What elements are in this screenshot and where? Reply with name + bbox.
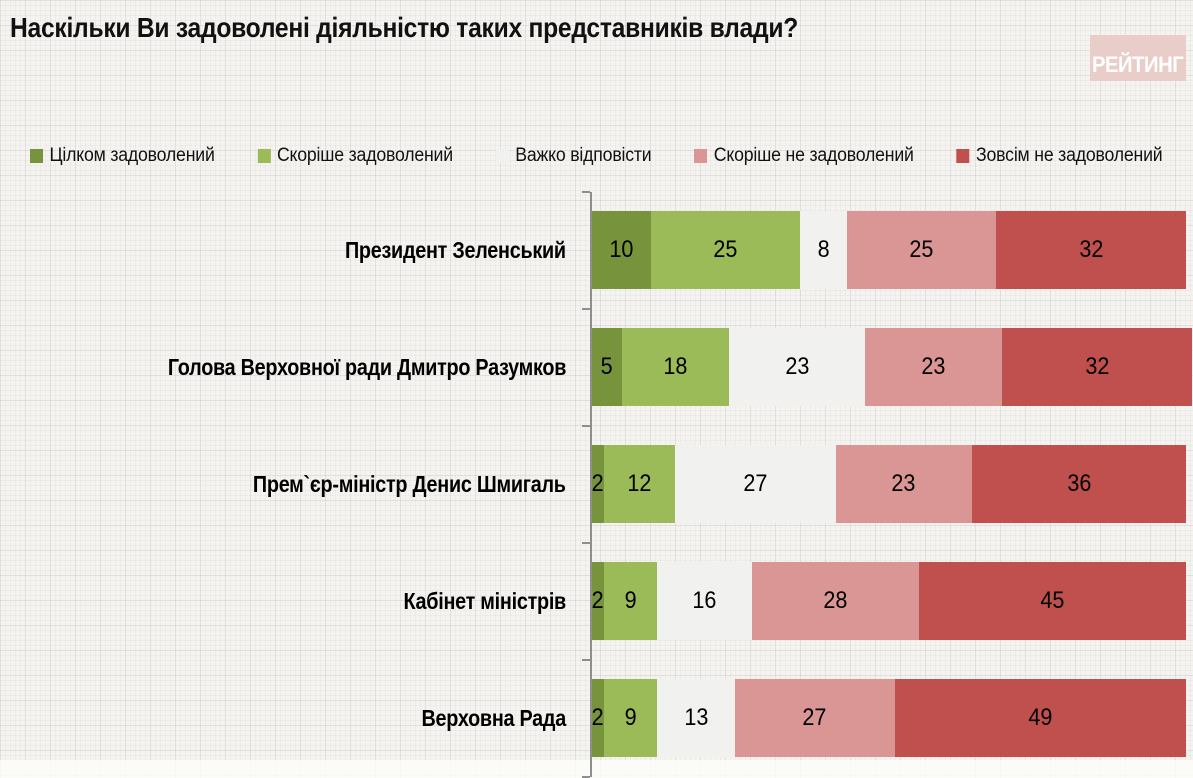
segment-value-label: 12 xyxy=(627,470,652,497)
segment-value-label: 2 xyxy=(591,470,604,497)
segment-value-label: 32 xyxy=(1084,353,1109,380)
bar-segment: 25 xyxy=(651,211,800,289)
legend-swatch xyxy=(30,149,44,163)
bar-segment: 2 xyxy=(592,679,604,757)
axis-tick xyxy=(582,191,590,193)
axis-tick xyxy=(582,659,590,661)
legend-label: Зовсім не задоволений xyxy=(976,145,1163,166)
chart-row: Прем`єр-міністр Денис Шмигаль 2 12 27 23 36 xyxy=(0,426,1193,543)
legend-swatch xyxy=(257,149,271,163)
segment-value-label: 9 xyxy=(624,704,637,731)
legend-swatch xyxy=(956,149,970,163)
legend-item: Зовсім не задоволений xyxy=(956,145,1163,167)
bar-segment: 49 xyxy=(894,679,1186,757)
segment-value-label: 25 xyxy=(713,236,738,263)
category-label: Президент Зеленський xyxy=(0,192,578,309)
bar-segment: 2 xyxy=(592,562,604,640)
legend-item: Скоріше не задоволений xyxy=(694,145,914,167)
bar-segment: 9 xyxy=(603,562,658,640)
category-label: Прем`єр-міністр Денис Шмигаль xyxy=(0,426,578,543)
legend-swatch xyxy=(495,149,509,163)
category-label-text: Голова Верховної ради Дмитро Разумков xyxy=(167,354,567,380)
bar-segment: 27 xyxy=(734,679,895,757)
legend-item: Скоріше задоволений xyxy=(257,145,453,167)
segment-value-label: 28 xyxy=(823,587,848,614)
segment-value-label: 16 xyxy=(692,587,717,614)
bar-segment: 13 xyxy=(657,679,735,757)
bar-segment: 36 xyxy=(972,445,1186,523)
bar-segment: 23 xyxy=(728,328,866,406)
category-label-text: Президент Зеленський xyxy=(345,237,566,263)
bar-segment: 18 xyxy=(621,328,729,406)
category-label-text: Прем`єр-міністр Денис Шмигаль xyxy=(253,471,566,497)
y-axis-line xyxy=(590,192,592,777)
segment-value-label: 2 xyxy=(591,587,604,614)
category-label: Верховна Рада xyxy=(0,660,578,777)
category-label-text: Верховна Рада xyxy=(421,705,567,731)
bar-segment: 16 xyxy=(657,562,753,640)
legend-label: Скоріше задоволений xyxy=(276,145,453,166)
legend-swatch xyxy=(694,149,708,163)
bar-segment: 10 xyxy=(592,211,652,289)
bar-segment: 12 xyxy=(603,445,676,523)
stacked-bar: 10 25 8 25 32 xyxy=(592,211,1186,289)
stacked-bar: 2 12 27 23 36 xyxy=(592,445,1186,523)
bar-segment: 5 xyxy=(592,328,622,406)
segment-value-label: 13 xyxy=(683,704,708,731)
axis-tick xyxy=(582,542,590,544)
rating-logo: РЕЙТИНГ xyxy=(1090,35,1186,81)
stacked-bar: 5 18 23 23 32 xyxy=(592,328,1192,406)
chart-bottom-strip xyxy=(0,760,1193,778)
segment-value-label: 25 xyxy=(909,236,934,263)
chart-row: Президент Зеленський 10 25 8 25 32 xyxy=(0,192,1193,309)
segment-value-label: 9 xyxy=(624,587,637,614)
legend-item: Важко відповісти xyxy=(495,145,652,167)
bar-segment: 2 xyxy=(592,445,604,523)
axis-tick xyxy=(582,776,590,778)
bar-segment: 32 xyxy=(995,211,1186,289)
segment-value-label: 8 xyxy=(817,236,830,263)
legend: Цілком задоволений Скоріше задоволений Важ… xyxy=(30,142,1163,170)
stacked-bar: 2 9 16 28 45 xyxy=(592,562,1186,640)
segment-value-label: 10 xyxy=(609,236,634,263)
legend-label: Цілком задоволений xyxy=(49,145,215,166)
category-label: Голова Верховної ради Дмитро Разумков xyxy=(0,309,578,426)
segment-value-label: 18 xyxy=(663,353,688,380)
segment-value-label: 27 xyxy=(802,704,827,731)
legend-label: Важко відповісти xyxy=(515,145,652,166)
chart-row: Верховна Рада 2 9 13 27 49 xyxy=(0,660,1193,777)
segment-value-label: 49 xyxy=(1028,704,1053,731)
bar-segment: 27 xyxy=(675,445,836,523)
chart-title: Наскільки Ви задоволені діяльністю таких… xyxy=(10,12,799,43)
segment-value-label: 32 xyxy=(1078,236,1103,263)
axis-tick xyxy=(582,425,590,427)
segment-value-label: 5 xyxy=(600,353,613,380)
bar-segment: 23 xyxy=(835,445,973,523)
rating-logo-text: РЕЙТИНГ xyxy=(1092,52,1184,77)
segment-value-label: 23 xyxy=(921,353,946,380)
bar-segment: 45 xyxy=(918,562,1186,640)
bar-segment: 9 xyxy=(603,679,658,757)
axis-tick xyxy=(582,308,590,310)
chart-row: Голова Верховної ради Дмитро Разумков 5 18… xyxy=(0,309,1193,426)
bar-segment: 25 xyxy=(847,211,996,289)
legend-item: Цілком задоволений xyxy=(30,145,215,167)
segment-value-label: 27 xyxy=(743,470,768,497)
category-label-text: Кабінет міністрів xyxy=(403,588,566,614)
category-label: Кабінет міністрів xyxy=(0,543,578,660)
stacked-bar: 2 9 13 27 49 xyxy=(592,679,1186,757)
bar-segment: 32 xyxy=(1001,328,1192,406)
segment-value-label: 36 xyxy=(1067,470,1092,497)
legend-label: Скоріше не задоволений xyxy=(713,145,914,166)
segment-value-label: 23 xyxy=(784,353,809,380)
segment-value-label: 23 xyxy=(891,470,916,497)
bar-segment: 28 xyxy=(752,562,919,640)
bar-segment: 23 xyxy=(865,328,1002,406)
segment-value-label: 45 xyxy=(1040,587,1065,614)
segment-value-label: 2 xyxy=(591,704,604,731)
bar-segment: 8 xyxy=(799,211,848,289)
chart-row: Кабінет міністрів 2 9 16 28 45 xyxy=(0,543,1193,660)
